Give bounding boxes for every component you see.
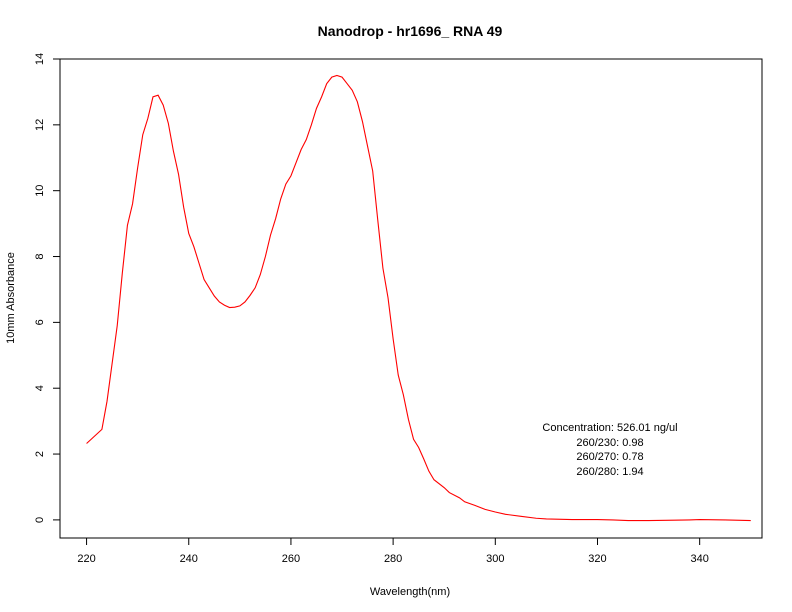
x-tick-label: 280 <box>384 553 402 565</box>
y-tick-label: 4 <box>34 385 46 391</box>
x-axis: 220 240 260 280 300 320 340 <box>77 538 709 565</box>
plot-frame <box>59 58 763 539</box>
chart-title: Nanodrop - hr1696_ RNA 49 <box>318 23 503 39</box>
y-tick-label: 2 <box>34 451 46 457</box>
x-tick-label: 260 <box>282 553 300 565</box>
x-tick-label: 340 <box>690 553 708 565</box>
x-tick-label: 220 <box>77 553 95 565</box>
y-tick-label: 6 <box>34 319 46 325</box>
y-tick-label: 14 <box>34 53 46 65</box>
y-tick-label: 0 <box>34 517 46 523</box>
x-tick-label: 320 <box>588 553 606 565</box>
y-tick-label: 12 <box>34 119 46 131</box>
y-axis: 0 2 4 6 8 10 12 14 <box>34 53 60 523</box>
x-axis-title: Wavelength(nm) <box>370 586 450 598</box>
ratio-260-280-text: 260/280: 1.94 <box>576 466 643 478</box>
y-tick-label: 8 <box>34 253 46 259</box>
y-tick-label: 10 <box>34 185 46 197</box>
concentration-text: Concentration: 526.01 ng/ul <box>542 422 677 434</box>
x-tick-label: 240 <box>180 553 198 565</box>
ratio-260-270-text: 260/270: 0.78 <box>576 451 643 463</box>
absorbance-series-line <box>86 74 751 522</box>
ratio-260-230-text: 260/230: 0.98 <box>576 437 643 449</box>
y-axis-title: 10mm Absorbance <box>5 252 17 344</box>
x-tick-label: 300 <box>486 553 504 565</box>
metrics-annotation: Concentration: 526.01 ng/ul 260/230: 0.9… <box>542 422 677 478</box>
